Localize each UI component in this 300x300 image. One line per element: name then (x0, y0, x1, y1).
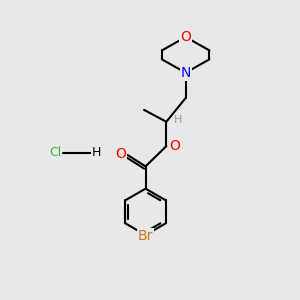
Text: Cl: Cl (49, 146, 61, 160)
Text: O: O (180, 30, 191, 44)
Text: O: O (116, 147, 127, 160)
Text: H: H (92, 146, 101, 160)
Text: N: N (181, 66, 191, 80)
Text: H: H (174, 115, 183, 125)
Text: Br: Br (138, 229, 153, 243)
Text: O: O (169, 139, 180, 153)
